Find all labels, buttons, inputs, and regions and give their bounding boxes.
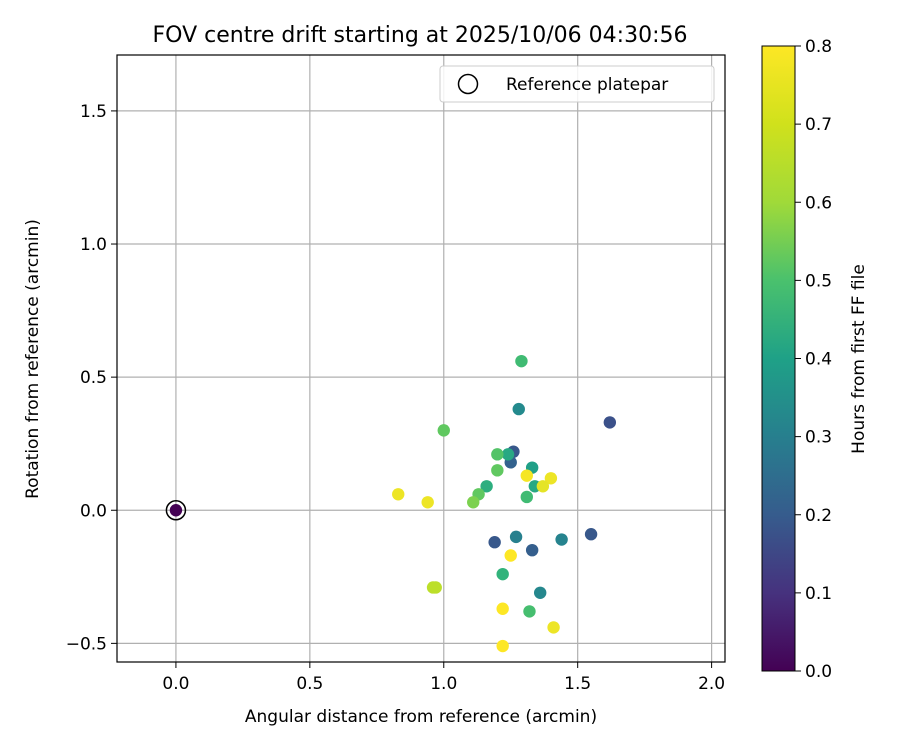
reference-point [169,504,183,517]
data-point [536,480,550,493]
data-point [525,543,539,557]
data-point [504,549,517,562]
data-point [544,472,558,485]
grid [117,55,725,662]
y-tick-label: −0.5 [66,634,107,654]
y-tick-label: 1.5 [80,102,107,122]
data-point [501,448,515,461]
x-tick-label: 1.0 [430,674,457,694]
data-point [547,621,560,634]
colorbar-tick-label: 0.1 [805,584,832,604]
data-point [496,639,509,653]
colorbar-ticks: 0.0 0.1 0.2 0.3 0.4 0.5 0.6 0.7 0.8 [795,37,832,682]
data-point [491,464,504,477]
reference-marker [165,500,187,521]
colorbar-gradient [761,45,796,672]
y-tick-label: 0.5 [80,368,107,388]
x-axis-ticks: 0.0 0.5 1.0 1.5 2.0 [162,662,725,694]
legend-label: Reference platepar [506,75,668,95]
data-point [555,533,568,546]
data-point [491,448,504,461]
data-point [437,424,450,437]
data-point [496,567,509,581]
y-axis-ticks: −0.5 0.0 0.5 1.0 1.5 [66,102,117,654]
chart-title: FOV centre drift starting at 2025/10/06 … [153,23,688,48]
data-point [421,496,434,509]
plot-frame [116,54,726,663]
colorbar-tick-label: 0.8 [805,37,832,57]
data-point [467,496,480,509]
colorbar-label: Hours from first FF file [849,264,869,454]
data-point [480,480,493,493]
data-point [523,605,536,618]
data-point [509,530,523,544]
data-point [603,416,617,429]
data-point [488,535,501,549]
y-tick-label: 0.0 [80,501,107,521]
x-tick-label: 0.5 [296,674,323,694]
colorbar-tick-label: 0.4 [805,350,832,370]
colorbar-tick-label: 0.0 [805,662,832,682]
colorbar: 0.0 0.1 0.2 0.3 0.4 0.5 0.6 0.7 0.8 Hours from f… [761,37,869,682]
data-point [496,602,509,615]
x-tick-label: 2.0 [698,674,725,694]
x-axis-label: Angular distance from reference (arcmin) [245,707,597,727]
data-point [584,528,598,541]
y-axis-label: Rotation from reference (arcmin) [23,219,43,499]
colorbar-tick-label: 0.3 [805,428,832,448]
data-point [515,354,528,368]
data-points [165,354,617,653]
colorbar-tick-label: 0.6 [805,193,832,213]
data-point [426,581,440,594]
data-point [520,469,533,482]
data-point [520,490,533,504]
legend: Reference platepar [439,65,715,103]
colorbar-tick-label: 0.2 [805,506,832,526]
data-point [533,586,547,599]
y-tick-label: 1.0 [80,235,107,255]
data-point [392,488,405,501]
colorbar-tick-label: 0.5 [805,271,832,291]
data-point [512,402,525,416]
legend-reference-marker [457,73,479,95]
x-tick-label: 0.0 [162,674,189,694]
x-tick-label: 1.5 [564,674,591,694]
colorbar-tick-label: 0.7 [805,115,832,135]
legend-box [439,65,715,103]
